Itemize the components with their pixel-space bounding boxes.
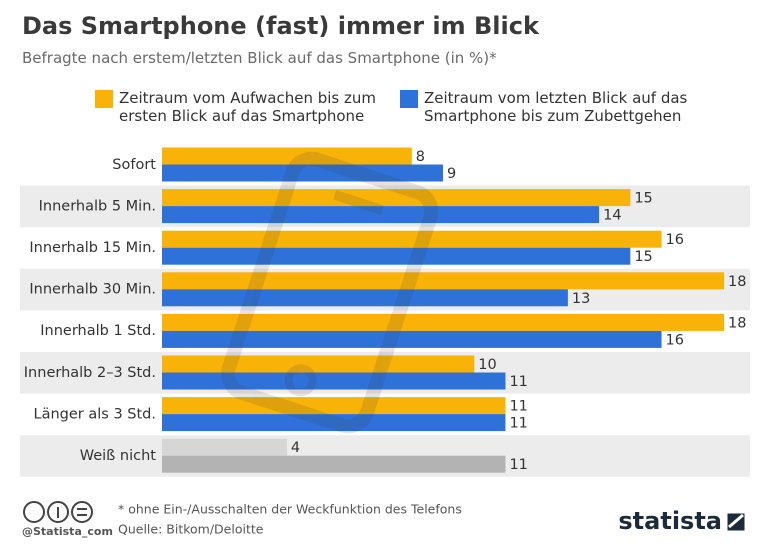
plot: Sofort 8 9 Innerhalb 5 Min. 15 14 Innerhalb 15…	[24, 147, 746, 473]
value-label: 4	[291, 440, 300, 456]
category-label: Innerhalb 1 Std.	[40, 323, 156, 339]
title: Das Smartphone (fast) immer im Blick	[22, 12, 539, 40]
handle: @Statista_com	[22, 525, 113, 538]
category-label: Innerhalb 5 Min.	[39, 198, 156, 214]
legend-label: Zeitraum vom Aufwachen bis zum ersten Bl…	[119, 89, 376, 125]
category-label: Sofort	[112, 157, 156, 173]
value-label: 11	[509, 416, 527, 432]
bar	[162, 438, 287, 456]
watermark	[221, 151, 439, 434]
bar	[162, 147, 412, 165]
value-label: 18	[728, 274, 746, 290]
bar	[162, 455, 506, 473]
bar	[162, 355, 475, 373]
value-label: 10	[478, 357, 496, 373]
bar	[162, 164, 443, 182]
value-label: 16	[666, 332, 684, 348]
value-label: 15	[634, 249, 652, 265]
bar	[162, 414, 506, 432]
value-label: 15	[634, 191, 652, 207]
bar	[162, 189, 631, 207]
bar	[162, 330, 662, 348]
bar	[162, 313, 724, 331]
bar	[162, 206, 600, 224]
category-label: Innerhalb 2–3 Std.	[24, 365, 156, 381]
bar	[162, 289, 568, 307]
value-label: 11	[509, 374, 527, 390]
legend-swatch	[400, 90, 418, 108]
value-label: 11	[509, 399, 527, 415]
bar	[162, 247, 631, 265]
value-label: 13	[572, 291, 590, 307]
value-label: 16	[666, 232, 684, 248]
value-label: 9	[447, 166, 456, 182]
source: Quelle: Bitkom/Deloitte	[118, 522, 264, 537]
value-label: 11	[509, 457, 527, 473]
logo-mark	[724, 510, 748, 534]
bar	[162, 230, 662, 248]
value-label: 14	[603, 208, 621, 224]
category-label: Weiß nicht	[80, 448, 157, 464]
category-label: Innerhalb 30 Min.	[29, 282, 156, 298]
category-label: Länger als 3 Std.	[34, 406, 156, 422]
subtitle: Befragte nach erstem/letzten Blick auf d…	[22, 49, 497, 67]
legend-swatch	[95, 90, 113, 108]
footnote: * ohne Ein-/Ausschalten der Weckfunktion…	[118, 502, 462, 517]
bar	[162, 397, 506, 415]
bar	[162, 372, 506, 390]
legend-label: Zeitraum vom letzten Blick auf das Smart…	[424, 89, 688, 125]
category-label: Innerhalb 15 Min.	[29, 240, 156, 256]
bar	[162, 272, 724, 290]
value-label: 18	[728, 315, 746, 331]
cc-icons	[23, 501, 93, 523]
logo: statista	[618, 507, 722, 535]
value-label: 8	[416, 149, 425, 165]
